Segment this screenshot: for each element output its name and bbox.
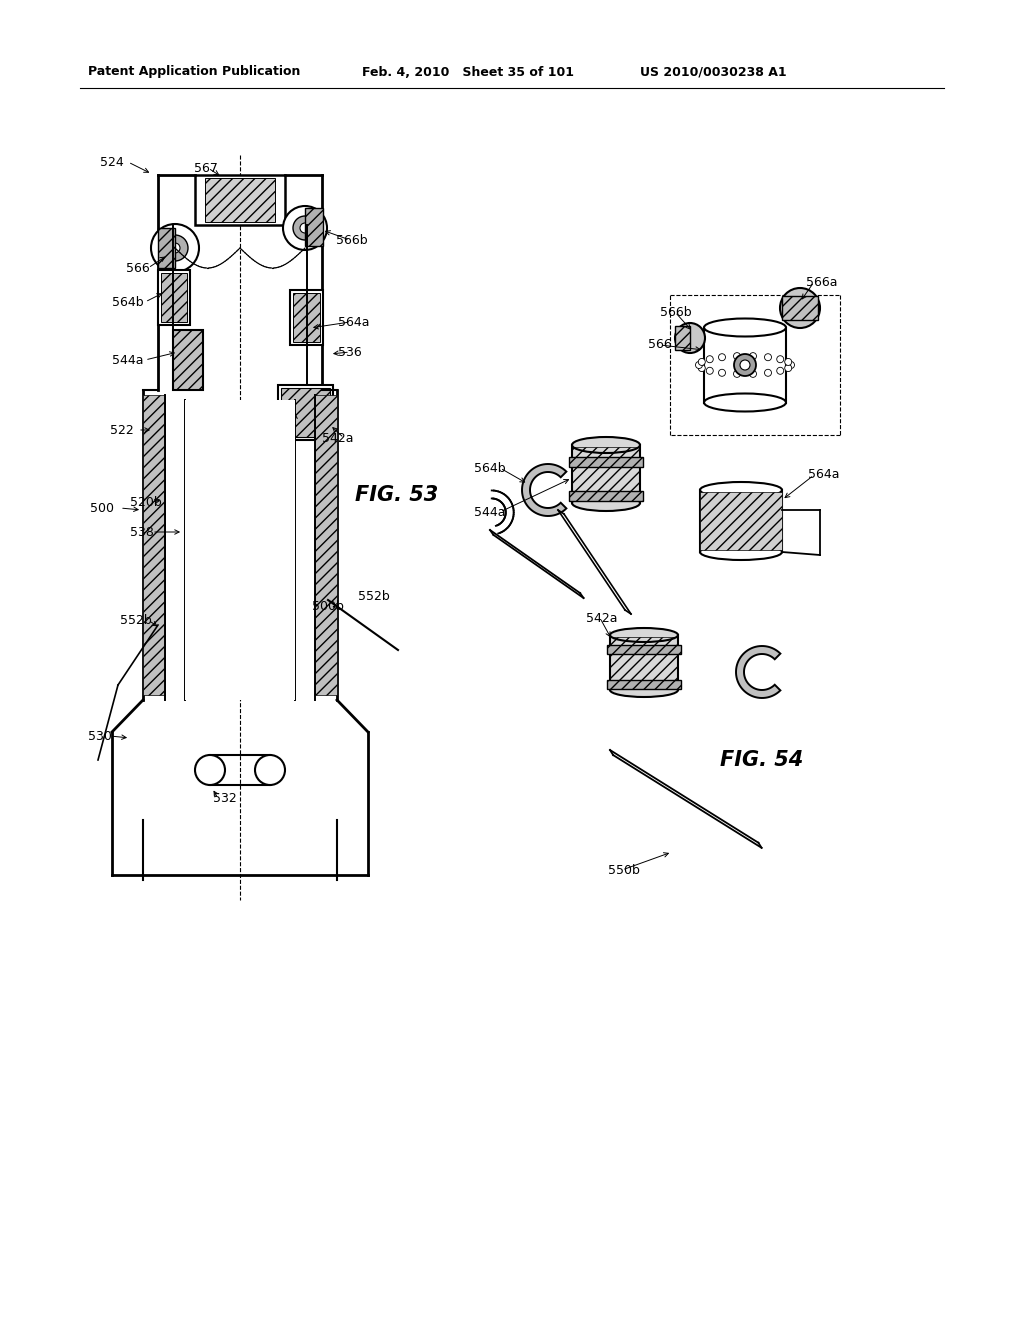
Text: 542a: 542a xyxy=(586,611,617,624)
Text: 564b: 564b xyxy=(112,296,143,309)
Bar xyxy=(607,645,681,653)
Text: 500b: 500b xyxy=(312,599,344,612)
Text: US 2010/0030238 A1: US 2010/0030238 A1 xyxy=(640,66,786,78)
Bar xyxy=(205,178,275,222)
Bar xyxy=(610,635,678,690)
Text: 552b: 552b xyxy=(120,614,152,627)
Circle shape xyxy=(195,755,225,785)
Circle shape xyxy=(293,216,317,240)
Polygon shape xyxy=(736,645,780,698)
Text: 566b: 566b xyxy=(660,305,691,318)
Text: 564b: 564b xyxy=(474,462,506,474)
Text: 552b: 552b xyxy=(358,590,390,602)
Polygon shape xyxy=(522,465,566,516)
Circle shape xyxy=(151,224,199,272)
Circle shape xyxy=(255,755,285,785)
Text: 500: 500 xyxy=(90,502,114,515)
Ellipse shape xyxy=(700,544,782,560)
Bar xyxy=(173,330,203,389)
Circle shape xyxy=(734,354,756,376)
Bar xyxy=(195,176,285,224)
Circle shape xyxy=(698,359,706,366)
Bar xyxy=(281,388,330,437)
Bar xyxy=(607,680,681,689)
Circle shape xyxy=(740,360,750,370)
Circle shape xyxy=(719,354,725,360)
Circle shape xyxy=(787,362,795,368)
Circle shape xyxy=(750,352,757,359)
Text: Patent Application Publication: Patent Application Publication xyxy=(88,66,300,78)
Circle shape xyxy=(777,367,783,375)
Circle shape xyxy=(707,355,714,363)
Bar xyxy=(278,385,333,440)
Circle shape xyxy=(283,206,327,249)
Text: 550b: 550b xyxy=(608,863,640,876)
Circle shape xyxy=(765,370,771,376)
Circle shape xyxy=(733,352,740,359)
Text: 566b: 566b xyxy=(336,234,368,247)
Text: 544a: 544a xyxy=(474,506,506,519)
Circle shape xyxy=(698,364,706,371)
Bar xyxy=(143,395,165,696)
Bar xyxy=(290,290,323,345)
Circle shape xyxy=(695,362,702,368)
Circle shape xyxy=(719,370,725,376)
Bar xyxy=(782,296,818,319)
Bar xyxy=(572,447,640,502)
Bar xyxy=(293,293,319,342)
Bar xyxy=(315,395,337,696)
Bar xyxy=(700,492,782,550)
Ellipse shape xyxy=(705,318,786,337)
Text: 567: 567 xyxy=(194,161,218,174)
Ellipse shape xyxy=(572,495,640,511)
Ellipse shape xyxy=(610,628,678,642)
Bar xyxy=(158,228,175,268)
Circle shape xyxy=(707,367,714,375)
Text: 538: 538 xyxy=(130,525,154,539)
Text: 536: 536 xyxy=(338,346,361,359)
Circle shape xyxy=(777,355,783,363)
Bar xyxy=(569,457,643,467)
Text: 542a: 542a xyxy=(322,432,353,445)
Bar xyxy=(675,326,690,350)
Text: 566: 566 xyxy=(126,261,150,275)
Text: 520b: 520b xyxy=(130,495,162,508)
Bar xyxy=(700,490,782,552)
Bar xyxy=(305,209,323,246)
Text: 566: 566 xyxy=(648,338,672,351)
Circle shape xyxy=(675,323,705,352)
Bar xyxy=(158,271,190,325)
Bar xyxy=(569,491,643,502)
Text: 532: 532 xyxy=(213,792,237,804)
Circle shape xyxy=(750,371,757,378)
Text: 524: 524 xyxy=(100,156,124,169)
Bar xyxy=(161,273,187,322)
Bar xyxy=(610,638,678,688)
Text: 564a: 564a xyxy=(338,315,370,329)
Text: 566a: 566a xyxy=(806,276,838,289)
Ellipse shape xyxy=(705,393,786,412)
Circle shape xyxy=(784,359,792,366)
Circle shape xyxy=(170,243,180,253)
Text: Feb. 4, 2010   Sheet 35 of 101: Feb. 4, 2010 Sheet 35 of 101 xyxy=(362,66,574,78)
Bar xyxy=(185,400,295,700)
Text: 522: 522 xyxy=(110,424,134,437)
Circle shape xyxy=(784,364,792,371)
Circle shape xyxy=(733,371,740,378)
Circle shape xyxy=(765,354,771,360)
Bar xyxy=(705,327,786,403)
Text: 530: 530 xyxy=(88,730,112,742)
Text: FIG. 54: FIG. 54 xyxy=(720,750,803,770)
Text: FIG. 53: FIG. 53 xyxy=(355,484,438,506)
Circle shape xyxy=(790,297,811,319)
Bar xyxy=(572,445,640,503)
Ellipse shape xyxy=(610,682,678,697)
Circle shape xyxy=(300,223,310,234)
Text: 544a: 544a xyxy=(112,354,143,367)
Text: 564a: 564a xyxy=(808,469,840,482)
Circle shape xyxy=(162,235,188,261)
Ellipse shape xyxy=(700,482,782,498)
Circle shape xyxy=(780,288,820,327)
Ellipse shape xyxy=(572,437,640,453)
